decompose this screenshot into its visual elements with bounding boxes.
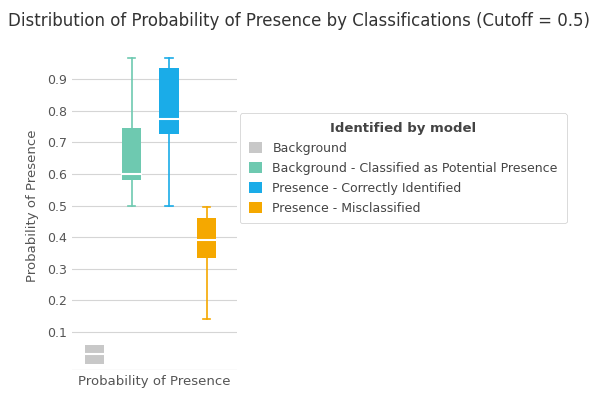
Y-axis label: Probability of Presence: Probability of Presence bbox=[26, 129, 38, 282]
FancyBboxPatch shape bbox=[84, 344, 104, 364]
Text: Distribution of Probability of Presence by Classifications (Cutoff = 0.5): Distribution of Probability of Presence … bbox=[8, 12, 590, 30]
FancyBboxPatch shape bbox=[160, 68, 179, 134]
X-axis label: Probability of Presence: Probability of Presence bbox=[78, 376, 230, 388]
Legend: Background, Background - Classified as Potential Presence, Presence - Correctly : Background, Background - Classified as P… bbox=[240, 113, 566, 224]
FancyBboxPatch shape bbox=[197, 218, 216, 258]
FancyBboxPatch shape bbox=[122, 128, 142, 180]
